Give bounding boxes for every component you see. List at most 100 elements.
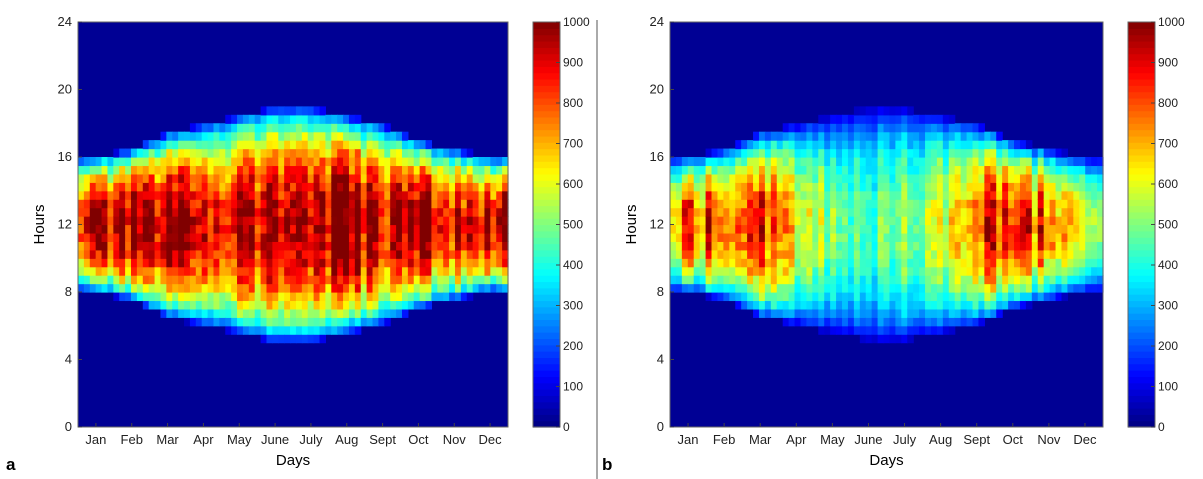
heatmap-cell xyxy=(753,241,760,251)
heatmap-cell xyxy=(419,199,427,209)
heatmap-cell xyxy=(859,249,867,259)
heatmap-cell xyxy=(907,317,914,327)
heatmap-cell xyxy=(301,334,309,344)
heatmap-cell xyxy=(384,275,391,285)
heatmap-cell xyxy=(770,190,778,200)
heatmap-cell xyxy=(231,123,238,133)
heatmap-cell xyxy=(331,300,338,310)
heatmap-cell xyxy=(865,114,873,124)
heatmap-cell xyxy=(747,157,754,167)
heatmap-cell xyxy=(907,140,914,150)
heatmap-cell xyxy=(800,173,808,183)
heatmap-cell xyxy=(172,157,179,167)
heatmap-cell xyxy=(966,182,974,192)
heatmap-cell xyxy=(930,308,938,318)
heatmap-cell xyxy=(1061,241,1069,251)
heatmap-cell xyxy=(478,173,486,183)
heatmap-cell xyxy=(675,232,683,242)
heatmap-cell xyxy=(1091,182,1098,192)
heatmap-cell xyxy=(148,157,156,167)
heatmap-cell xyxy=(343,232,350,242)
heatmap-cell xyxy=(883,241,891,251)
heatmap-cell xyxy=(407,300,415,310)
heatmap-cell xyxy=(384,317,391,327)
heatmap-cell xyxy=(913,165,920,175)
heatmap-cell xyxy=(431,157,438,167)
heatmap-cell xyxy=(343,216,350,226)
heatmap-cell xyxy=(331,190,338,200)
heatmap-cell xyxy=(675,241,683,251)
heatmap-cell xyxy=(472,199,480,209)
heatmap-cell xyxy=(301,182,309,192)
heatmap-cell xyxy=(895,131,902,141)
heatmap-cell xyxy=(978,157,985,167)
heatmap-cell xyxy=(913,283,920,293)
heatmap-cell xyxy=(984,300,991,310)
heatmap-cell xyxy=(830,300,837,310)
heatmap-cell xyxy=(119,199,126,209)
heatmap-cell xyxy=(687,283,695,293)
heatmap-cell xyxy=(272,249,279,259)
heatmap-cell xyxy=(1079,207,1086,217)
heatmap-cell xyxy=(865,258,873,268)
heatmap-cell xyxy=(201,157,209,167)
heatmap-cell xyxy=(711,148,719,158)
heatmap-cell xyxy=(735,148,742,158)
colorbar-segment xyxy=(1128,142,1155,150)
heatmap-cell xyxy=(1067,173,1074,183)
heatmap-cell xyxy=(307,224,315,234)
heatmap-cell xyxy=(260,292,268,302)
heatmap-cell xyxy=(184,157,191,167)
heatmap-cell xyxy=(1049,283,1057,293)
heatmap-cell xyxy=(711,216,719,226)
heatmap-cell xyxy=(178,190,185,200)
heatmap-cell xyxy=(372,241,380,251)
heatmap-cell xyxy=(913,241,920,251)
heatmap-cell xyxy=(1073,182,1080,192)
heatmap-cell xyxy=(219,266,226,276)
heatmap-cell xyxy=(154,148,162,158)
heatmap-cell xyxy=(889,199,896,209)
heatmap-cell xyxy=(996,266,1003,276)
heatmap-cell xyxy=(189,207,197,217)
heatmap-cell xyxy=(812,131,819,141)
heatmap-cell xyxy=(360,232,368,242)
heatmap-cell xyxy=(877,199,885,209)
heatmap-cell xyxy=(254,249,262,259)
heatmap-cell xyxy=(136,173,144,183)
heatmap-cell xyxy=(1079,266,1086,276)
heatmap-cell xyxy=(842,131,849,141)
heatmap-cell xyxy=(824,216,831,226)
heatmap-cell xyxy=(213,182,220,192)
heatmap-cell xyxy=(859,131,867,141)
colorbar-segment xyxy=(1128,363,1155,371)
heatmap-cell xyxy=(687,165,695,175)
heatmap-cell xyxy=(1073,165,1080,175)
heatmap-cell xyxy=(407,266,415,276)
heatmap-cell xyxy=(1091,249,1098,259)
heatmap-cell xyxy=(1067,157,1074,167)
heatmap-cell xyxy=(806,148,813,158)
heatmap-cell xyxy=(984,292,991,302)
heatmap-cell xyxy=(254,123,262,133)
heatmap-cell xyxy=(830,123,837,133)
heatmap-cell xyxy=(723,182,730,192)
heatmap-cell xyxy=(142,199,150,209)
heatmap-cell xyxy=(431,241,438,251)
heatmap-cell xyxy=(889,292,896,302)
heatmap-cell xyxy=(800,131,808,141)
heatmap-cell xyxy=(770,283,778,293)
heatmap-cell xyxy=(1085,266,1092,276)
heatmap-cell xyxy=(360,207,368,217)
heatmap-cell xyxy=(313,308,321,318)
heatmap-cell xyxy=(396,216,403,226)
heatmap-cell xyxy=(396,300,403,310)
heatmap-cell xyxy=(502,275,509,285)
heatmap-cell xyxy=(148,182,156,192)
heatmap-cell xyxy=(366,182,374,192)
heatmap-cell xyxy=(711,241,719,251)
heatmap-cell xyxy=(930,224,938,234)
heatmap-cell xyxy=(1073,173,1080,183)
heatmap-cell xyxy=(95,182,103,192)
heatmap-cell xyxy=(1097,224,1104,234)
